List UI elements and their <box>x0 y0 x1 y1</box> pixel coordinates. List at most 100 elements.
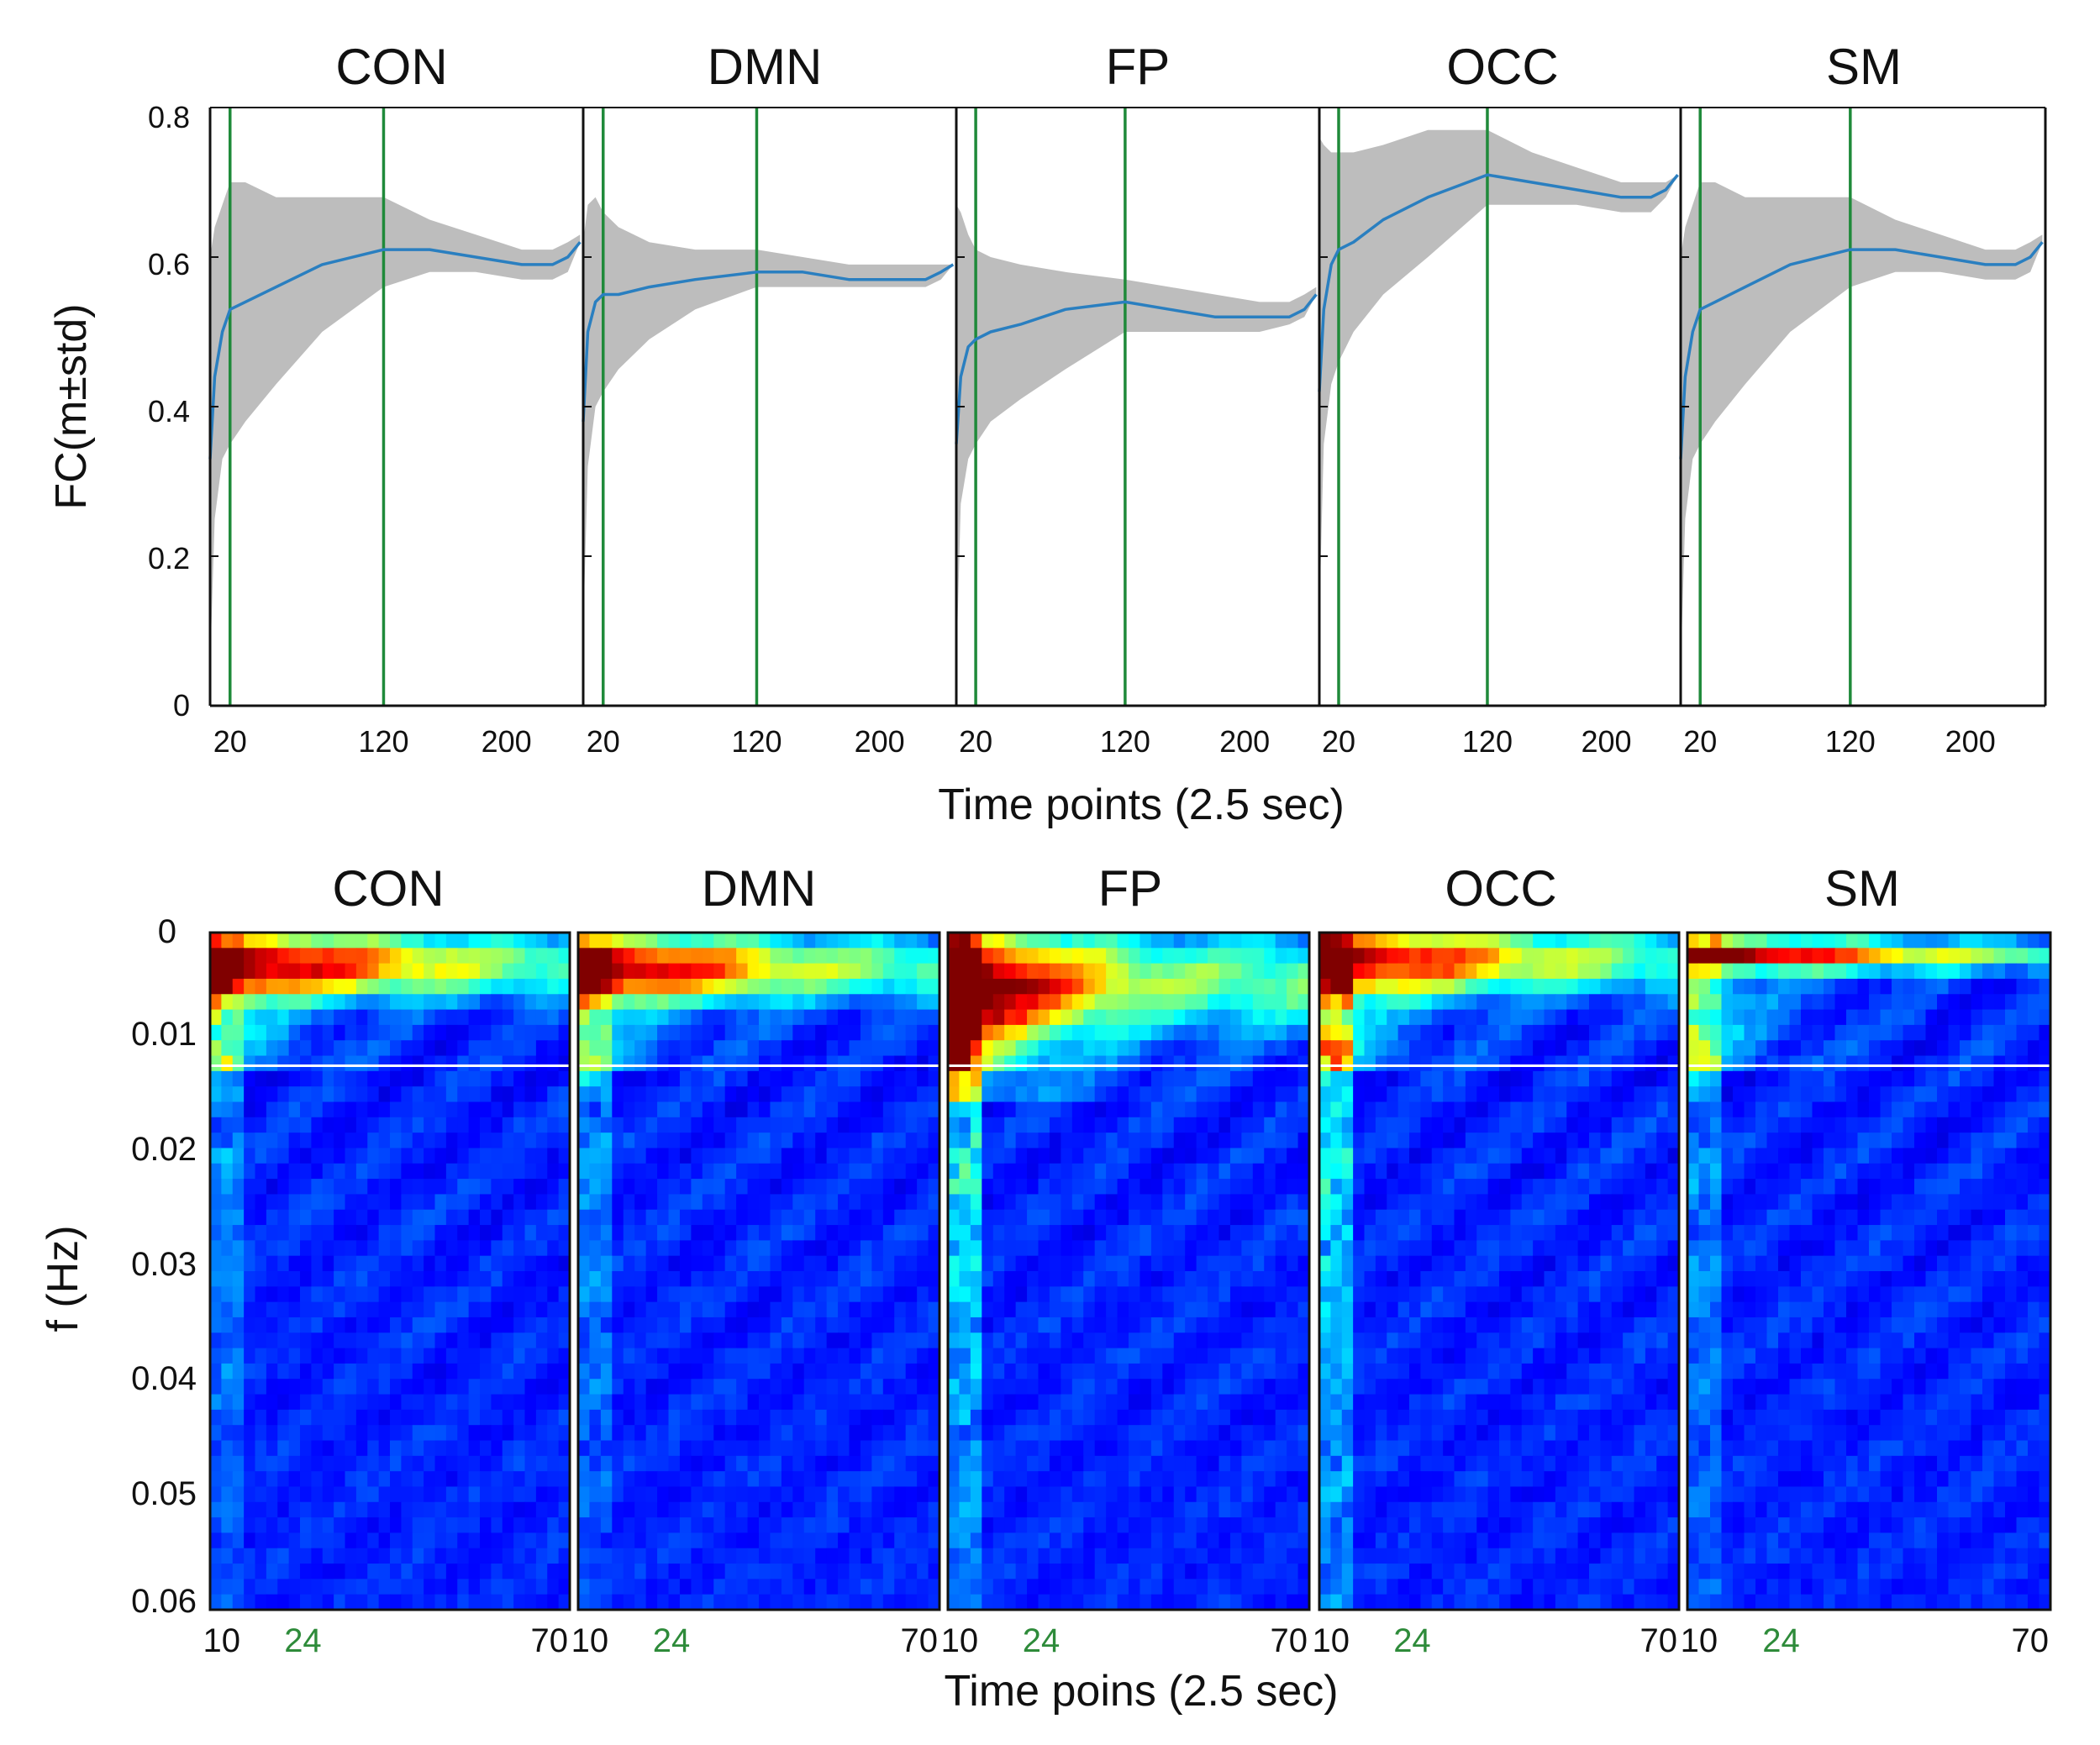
heat-cell <box>1139 1532 1152 1549</box>
heat-cell <box>917 1379 929 1395</box>
heat-cell <box>589 1332 602 1349</box>
heat-cell <box>1589 1009 1601 1026</box>
heat-cell <box>1465 1179 1477 1196</box>
heat-cell <box>378 1009 391 1026</box>
heat-cell <box>547 1532 560 1549</box>
heat-cell <box>1004 1564 1017 1579</box>
heat-cell <box>491 994 503 1011</box>
heat-cell <box>634 1501 647 1518</box>
heat-cell <box>457 1301 470 1318</box>
heat-cell <box>679 1225 692 1241</box>
heat-cell <box>378 1471 391 1488</box>
heat-cell <box>513 1501 526 1518</box>
heat-cell <box>1139 994 1152 1011</box>
heat-cell <box>1129 1517 1141 1534</box>
heat-cell <box>334 1009 346 1026</box>
heat-cell <box>1667 933 1680 949</box>
heat-cell <box>1330 1117 1343 1133</box>
heat-cell <box>1218 1379 1231 1395</box>
heat-cell <box>221 1163 234 1180</box>
heat-cell <box>480 1117 492 1133</box>
heat-cell <box>826 1532 839 1549</box>
heat-cell <box>1397 978 1410 995</box>
heat-cell <box>1150 1255 1163 1272</box>
heat-cell <box>232 1117 245 1133</box>
heat-cell <box>232 963 245 980</box>
heat-cell <box>390 1163 402 1180</box>
heat-cell <box>871 1101 884 1118</box>
heat-cell <box>1015 1286 1028 1303</box>
heat-cell <box>770 1594 782 1611</box>
heat-cell <box>1071 1440 1084 1457</box>
heat-cell <box>345 1455 357 1472</box>
heat-cell <box>244 933 256 949</box>
heat-cell <box>480 1486 492 1503</box>
heat-cell <box>311 1086 324 1103</box>
heat-cell <box>1117 1440 1129 1457</box>
heat-cell <box>1297 1379 1310 1395</box>
heat-cell <box>1150 1009 1163 1026</box>
heat-cell <box>266 1594 278 1611</box>
heat-cell <box>266 1040 278 1057</box>
heat-cell <box>480 1440 492 1457</box>
heat-cell <box>1038 1548 1050 1564</box>
heat-cell <box>1264 1471 1276 1488</box>
heat-cell <box>1129 1471 1141 1488</box>
heat-cell <box>1465 1163 1477 1180</box>
heat-cell <box>948 1440 961 1457</box>
heat-cell <box>1218 1179 1231 1196</box>
heat-cell <box>1330 948 1343 964</box>
heat-cell <box>1364 1133 1376 1149</box>
heat-cell <box>702 1148 714 1164</box>
heat-cell <box>1353 1070 1366 1087</box>
heat-cell <box>1275 1517 1287 1534</box>
heat-cell <box>1241 1271 1254 1287</box>
heat-cell <box>1129 1086 1141 1103</box>
heat-cell <box>882 1409 895 1426</box>
heat-cell <box>491 1101 503 1118</box>
heat-cell <box>480 1148 492 1164</box>
heat-cell <box>367 1409 380 1426</box>
heat-cell <box>535 1579 548 1595</box>
heat-cell <box>600 1317 613 1333</box>
heat-cell <box>513 1240 526 1257</box>
heat-cell <box>457 1440 470 1457</box>
heat-cell <box>1275 1240 1287 1257</box>
heat-cell <box>277 1209 290 1226</box>
heat-cell <box>1611 933 1624 949</box>
heat-cell <box>882 1024 895 1041</box>
heat-cell <box>1185 1070 1197 1087</box>
heat-cell <box>702 963 714 980</box>
heat-cell <box>948 1055 961 1072</box>
heat-cell <box>513 1548 526 1564</box>
heat-cell <box>378 1379 391 1395</box>
heat-cell <box>1218 1225 1231 1241</box>
heat-cell <box>1600 1148 1613 1164</box>
heat-cell <box>277 1255 290 1272</box>
heat-cell <box>1185 1579 1197 1595</box>
heat-cell <box>378 1133 391 1149</box>
heat-cell <box>1027 1133 1039 1149</box>
heat-cell <box>1117 1501 1129 1518</box>
heat-cell <box>1106 1548 1118 1564</box>
heat-cell <box>345 1517 357 1534</box>
heat-cell <box>826 963 839 980</box>
heat-cell <box>513 1517 526 1534</box>
heat-cell <box>221 1133 234 1149</box>
heat-cell <box>390 1564 402 1579</box>
heat-cell <box>434 1394 447 1411</box>
heat-cell <box>1083 1055 1096 1072</box>
heat-cell <box>558 1594 571 1611</box>
heat-cell <box>412 1055 424 1072</box>
heat-cell <box>860 1194 872 1211</box>
heat-cell <box>702 1332 714 1349</box>
heat-cell <box>578 1209 591 1226</box>
heat-cell <box>1173 1440 1186 1457</box>
heat-cell <box>1287 1332 1299 1349</box>
heat-cell <box>724 978 737 995</box>
heat-cell <box>871 1286 884 1303</box>
heat-cell <box>1049 1317 1061 1333</box>
heat-cell <box>1510 1194 1523 1211</box>
heat-cell <box>917 963 929 980</box>
heat-cell <box>792 1517 805 1534</box>
